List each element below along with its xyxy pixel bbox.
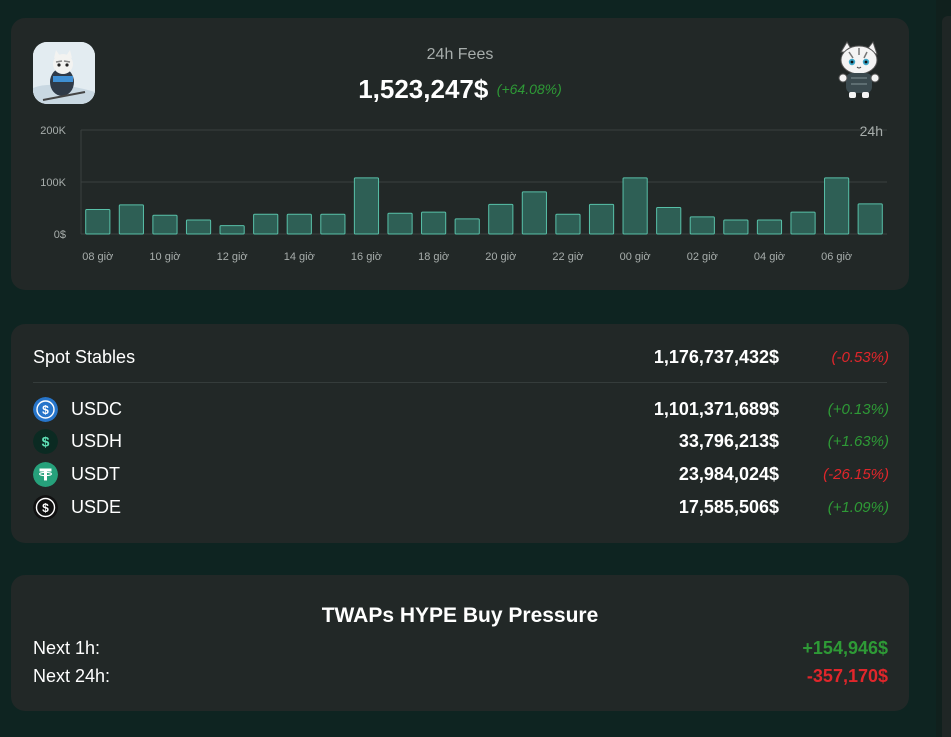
chart-bar [253,213,279,235]
twap-label-24h: Next 24h: [33,666,111,686]
fees-title: 24h Fees [426,46,494,63]
svg-text:$: $ [42,501,49,515]
stable-name: USDT [71,464,120,484]
usdc-icon: $ [33,397,58,422]
x-tick-label: 18 giờ [418,251,449,263]
svg-text:$: $ [42,434,50,450]
stable-value: 1,101,371,689$ [653,399,779,419]
side-panel-edge [936,0,951,737]
stables-header-label: Spot Stables [33,347,136,367]
twap-title: TWAPs HYPE Buy Pressure [321,604,599,627]
twap-value-24h: -357,170$ [806,666,888,686]
x-tick-label: 14 giờ [284,251,315,263]
chart-bar [387,212,413,235]
stable-value: 23,984,024$ [678,464,779,484]
cat-skier-avatar [33,42,95,104]
chart-bar [656,206,682,235]
twap-card: TWAPs HYPE Buy Pressure Next 1h: +154,94… [11,575,909,711]
chart-bar [353,177,380,235]
chart-bar [421,211,447,235]
stable-name: USDE [71,497,122,517]
y-tick-label: 200K [40,125,66,137]
y-tick-label: 100K [40,177,66,189]
x-tick-label: 10 giờ [149,251,180,263]
chart-period-label: 24h [860,123,883,139]
x-tick-label: 06 giờ [821,251,852,263]
x-tick-label: 12 giờ [217,251,248,263]
x-tick-label: 20 giờ [485,251,516,263]
usde-icon: $ [33,495,58,520]
usdh-icon: $ [33,429,58,454]
stable-row-usde: $ USDE 17,585,506$ (+1.09%) [11,493,909,521]
x-tick-label: 16 giờ [351,251,382,263]
fees-value-row: 1,523,247$ (+64.08%) [11,74,909,105]
chart-bar [219,225,245,235]
x-tick-label: 02 giờ [687,251,718,263]
stables-total-value: 1,176,737,432$ [653,347,779,367]
chart-bar [521,191,547,235]
stable-change: (-26.15%) [823,466,889,483]
cat-mascot-avatar [829,38,891,100]
stable-row-usdh: $ USDH 33,796,213$ (+1.63%) [11,427,909,455]
fees-card: 24h Fees 1,523,247$ (+64.08%) 200K 100K 0$… [11,18,909,290]
chart-bar [118,204,144,235]
chart-bar [723,219,749,235]
stable-name: USDC [71,399,123,419]
twap-label-1h: Next 1h: [33,638,101,658]
stable-row-usdt: USDT 23,984,024$ (-26.15%) [11,460,909,488]
stables-divider [33,382,887,383]
spot-stables-card: Spot Stables 1,176,737,432$ (-0.53%) $ U… [11,324,909,543]
chart-bar [790,211,816,235]
fees-change: (+64.08%) [496,81,562,97]
usdt-icon [33,462,58,487]
x-tick-label: 04 giờ [754,251,785,263]
stable-name: USDH [71,431,123,451]
x-tick-label: 22 giờ [552,251,583,263]
chart-bar [286,213,312,235]
twap-value-1h: +154,946$ [802,638,888,658]
x-tick-label: 00 giờ [620,251,651,263]
chart-bar [454,218,480,235]
fees-value: 1,523,247$ [358,74,489,104]
stable-value: 17,585,506$ [678,497,779,517]
stable-value: 33,796,213$ [678,431,779,451]
chart-bar [488,203,514,235]
fees-bar-chart[interactable]: 200K 100K 0$ 24h 08 giờ 10 giờ 12 giờ 14 giờ 16 … [11,118,909,290]
chart-bar [857,203,883,235]
chart-bar [152,214,178,235]
chart-bar [588,203,615,235]
chart-bar [555,213,581,235]
chart-bar [756,219,783,235]
x-tick-label: 08 giờ [82,251,113,263]
chart-bar [622,177,648,235]
chart-bar [689,216,715,235]
chart-bar [320,213,346,235]
stables-total-change: (-0.53%) [831,349,889,366]
chart-bar [85,209,111,235]
stable-change: (+0.13%) [827,401,889,418]
svg-text:$: $ [42,403,49,417]
y-tick-label: 0$ [54,229,66,241]
stable-change: (+1.09%) [827,499,889,516]
stable-row-usdc: $ USDC 1,101,371,689$ (+0.13%) [11,395,909,423]
stable-change: (+1.63%) [827,433,889,450]
chart-bar [185,219,212,235]
chart-bar [824,177,850,235]
